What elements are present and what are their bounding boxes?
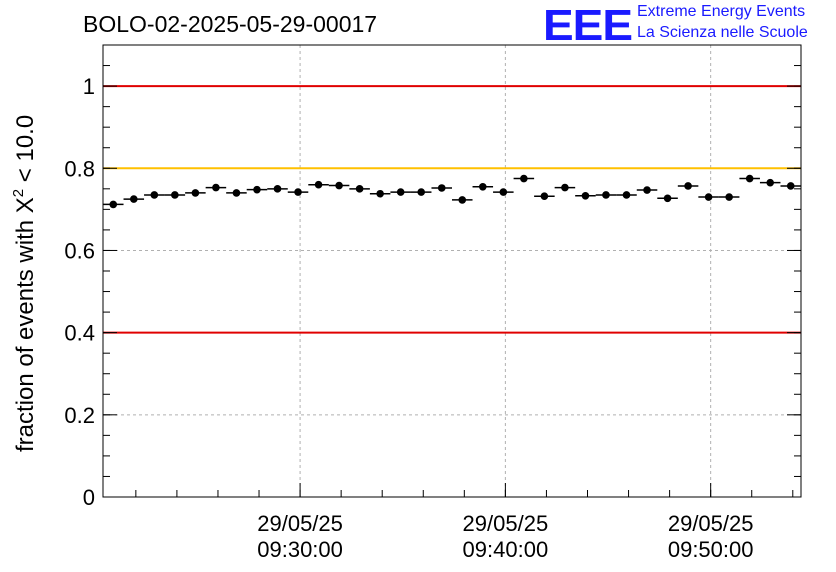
data-point xyxy=(513,174,535,183)
data-point xyxy=(164,191,186,199)
x-tick-label-date: 29/05/25 xyxy=(668,511,754,536)
data-point xyxy=(452,196,473,204)
point-marker xyxy=(602,191,610,199)
data-point xyxy=(472,182,494,191)
x-tick-label-time: 09:50:00 xyxy=(668,537,754,562)
data-point xyxy=(759,178,781,187)
point-marker xyxy=(745,174,754,183)
data-point xyxy=(780,182,801,190)
y-axis-label: fraction of events with X2 < 10.0 xyxy=(10,115,39,452)
x-tick-label-time: 09:30:00 xyxy=(257,537,343,562)
data-point xyxy=(246,185,268,194)
data-point xyxy=(698,193,719,201)
eee-logo-line1: Extreme Energy Events xyxy=(637,3,806,20)
point-marker xyxy=(499,188,508,196)
data-point xyxy=(144,191,165,199)
data-point xyxy=(287,188,309,196)
point-marker xyxy=(581,192,590,200)
point-marker xyxy=(253,185,261,194)
point-marker xyxy=(232,189,241,197)
point-marker xyxy=(540,192,549,201)
y-axis-label-main: fraction of events with X xyxy=(12,197,39,452)
point-marker xyxy=(273,185,282,193)
eee-logo-mark: EEE xyxy=(543,0,633,50)
point-marker xyxy=(212,183,220,192)
data-point xyxy=(493,188,514,196)
data-point xyxy=(369,189,391,198)
point-marker xyxy=(704,193,713,201)
y-tick-label: 0.8 xyxy=(64,156,95,181)
point-marker xyxy=(355,185,364,193)
point-marker xyxy=(171,191,179,199)
point-marker xyxy=(520,174,528,183)
y-axis-label-tail: < 10.0 xyxy=(12,115,39,189)
y-tick-label: 0.2 xyxy=(64,403,95,428)
x-tick-label-date: 29/05/25 xyxy=(257,511,343,536)
point-marker xyxy=(786,182,795,190)
chart-title: BOLO-02-2025-05-29-00017 xyxy=(83,11,377,37)
point-marker xyxy=(684,182,692,190)
point-marker xyxy=(129,195,138,203)
point-marker xyxy=(437,184,446,192)
data-point xyxy=(657,194,678,203)
eee-logo-line2: La Scienza nelle Scuole xyxy=(637,24,808,41)
data-point xyxy=(103,200,124,209)
y-axis-label-sup: 2 xyxy=(10,189,27,197)
point-marker xyxy=(725,193,733,201)
point-marker xyxy=(109,200,118,209)
data-point xyxy=(308,180,329,189)
data-point xyxy=(123,195,145,203)
x-axis-ticks: 29/05/2509:30:0029/05/2509:40:0029/05/25… xyxy=(135,483,794,562)
data-point xyxy=(636,186,658,194)
point-marker xyxy=(150,191,159,199)
data-point xyxy=(328,181,350,190)
data-point xyxy=(718,193,740,201)
grid-lines xyxy=(103,45,801,497)
y-tick-label: 0 xyxy=(83,485,95,510)
reference-lines xyxy=(103,85,801,334)
data-point xyxy=(677,182,699,190)
data-point xyxy=(410,188,432,196)
data-point xyxy=(554,183,576,192)
data-point xyxy=(616,191,637,199)
data-point xyxy=(575,192,596,200)
data-point xyxy=(226,189,247,197)
data-point xyxy=(595,191,617,199)
point-marker xyxy=(294,188,302,196)
x-tick-label-time: 09:40:00 xyxy=(463,537,549,562)
y-tick-label: 1 xyxy=(83,74,95,99)
y-axis-ticks: 0 0.2 0.4 0.6 0.8 1 xyxy=(64,65,801,510)
point-marker xyxy=(622,191,631,199)
y-tick-label: 0.4 xyxy=(64,321,95,346)
point-marker xyxy=(458,196,467,204)
point-marker xyxy=(663,194,672,203)
point-marker xyxy=(335,181,343,190)
x-tick-label-date: 29/05/25 xyxy=(463,511,549,536)
point-marker xyxy=(643,186,651,194)
point-marker xyxy=(376,189,384,198)
plot-frame xyxy=(102,44,802,498)
data-point xyxy=(534,192,555,201)
data-points xyxy=(103,174,801,209)
data-point xyxy=(267,185,288,193)
data-point xyxy=(431,184,452,192)
data-point xyxy=(205,183,227,192)
point-marker xyxy=(396,188,405,196)
point-marker xyxy=(417,188,426,196)
data-point xyxy=(185,189,206,197)
y-tick-label: 0.6 xyxy=(64,238,95,263)
point-marker xyxy=(561,183,569,192)
point-marker xyxy=(478,182,487,191)
point-marker xyxy=(766,178,775,187)
point-marker xyxy=(314,180,323,189)
data-point xyxy=(349,185,370,193)
point-marker xyxy=(191,189,200,197)
data-point xyxy=(390,188,411,196)
data-point xyxy=(739,174,760,183)
